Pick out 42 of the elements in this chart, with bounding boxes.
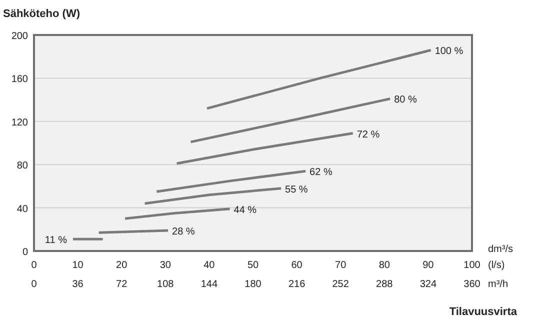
x-tick-label: 40	[204, 260, 216, 271]
series-label: 100 %	[434, 46, 464, 58]
x2-tick-label: 360	[464, 279, 481, 290]
x-tick-label: 90	[422, 260, 434, 271]
x2-tick-label: 324	[420, 279, 437, 290]
series-label: 72 %	[356, 129, 380, 140]
series-label: 62 %	[310, 167, 332, 178]
x2-tick-label: 180	[244, 279, 262, 290]
series-label: 11 %	[44, 235, 68, 246]
y-tick-label: 0	[22, 247, 28, 258]
x2-tick-label: 72	[116, 279, 128, 290]
x-tick-label: 10	[72, 260, 84, 271]
x-tick-label: 30	[160, 260, 172, 271]
series-label: 55 %	[285, 184, 308, 196]
y-tick-label: 80	[16, 160, 28, 172]
x2-tick-label: 252	[332, 279, 350, 290]
x-tick-label: 20	[116, 260, 128, 271]
y-tick-label: 200	[11, 31, 28, 42]
series-label: 28 %	[172, 226, 195, 238]
x-tick-label: 50	[247, 260, 259, 271]
x2-tick-label: 288	[376, 279, 394, 290]
series-label: 44 %	[234, 204, 257, 216]
line-series	[206, 48, 432, 110]
x2-tick-label: 108	[157, 279, 174, 290]
x2-tick-label: 0	[31, 279, 38, 290]
text: dm³/s	[488, 244, 513, 255]
text: (l/s)	[488, 260, 505, 271]
x2-tick-label: 144	[200, 279, 218, 290]
y-tick-label: 120	[11, 117, 28, 128]
x2-axis-title: m³/h	[488, 279, 508, 290]
x2-tick-label: 216	[288, 279, 306, 290]
y-axis-title: Sähköteho (W)	[3, 8, 80, 20]
x-tick-label: 0	[31, 260, 38, 271]
x-tick-label: 80	[378, 260, 390, 271]
y-tick-label: 40	[16, 204, 28, 215]
y-tick-label: 160	[11, 74, 28, 86]
x-tick-label: 100	[464, 260, 481, 271]
series-label: 80 %	[394, 94, 417, 106]
x-axis-title: Tilavuusvirta	[449, 306, 518, 318]
x-tick-label: 70	[335, 260, 347, 271]
x-tick-label: 60	[291, 260, 303, 271]
x2-tick-label: 36	[72, 279, 84, 290]
